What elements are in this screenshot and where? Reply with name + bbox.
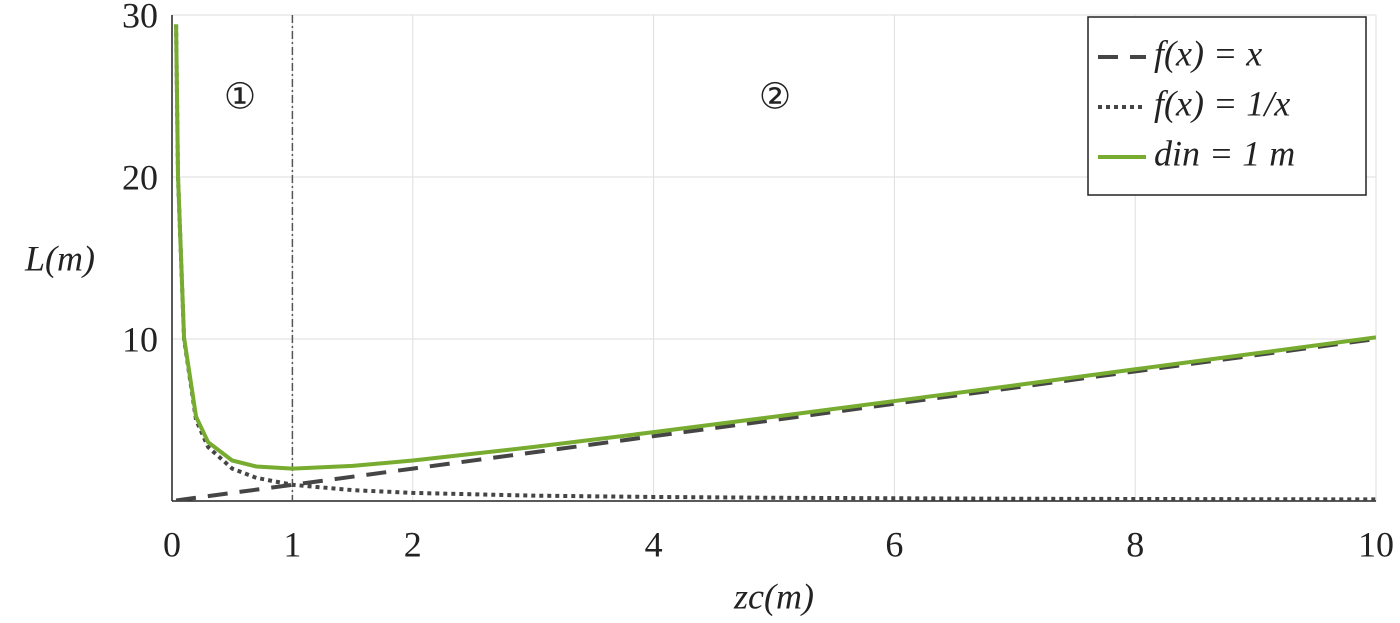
y-tick-label: 20 bbox=[122, 157, 158, 197]
legend-box bbox=[1087, 16, 1367, 196]
series-line bbox=[174, 24, 1376, 501]
legend-label: f(x) = x bbox=[1154, 33, 1262, 73]
x-tick-label: 1 bbox=[283, 524, 301, 564]
x-tick-label: 2 bbox=[404, 524, 422, 564]
series-line bbox=[174, 24, 1376, 471]
y-tick-label: 30 bbox=[122, 0, 158, 35]
x-tick-label: 10 bbox=[1358, 524, 1394, 564]
x-tick-label: 4 bbox=[645, 524, 663, 564]
x-axis-label: zc(m) bbox=[733, 576, 814, 616]
series-line bbox=[175, 337, 1376, 501]
y-tick-label: 10 bbox=[122, 319, 158, 359]
x-tick-label: 0 bbox=[163, 524, 181, 564]
region-label: ① bbox=[224, 76, 256, 116]
legend-label: din = 1 m bbox=[1154, 133, 1295, 173]
x-tick-label: 8 bbox=[1126, 524, 1144, 564]
y-axis-label: L(m) bbox=[24, 238, 95, 278]
x-tick-label: 6 bbox=[885, 524, 903, 564]
legend-label: f(x) = 1/x bbox=[1154, 83, 1290, 123]
region-label: ② bbox=[759, 76, 791, 116]
